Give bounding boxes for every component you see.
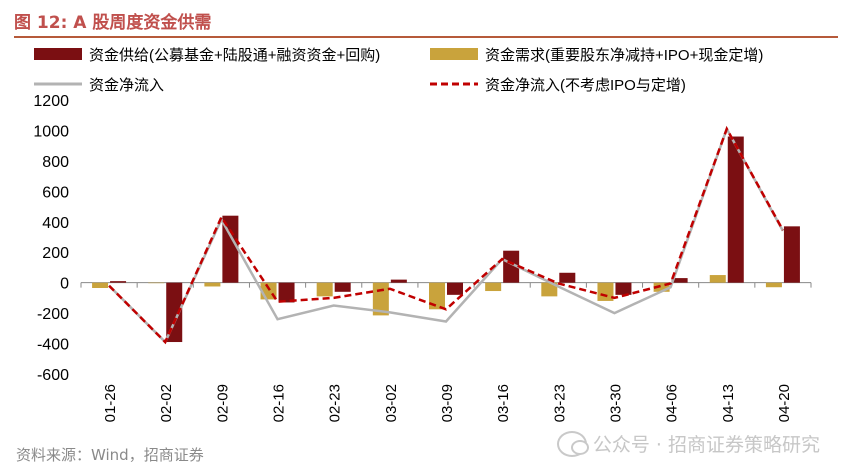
legend-label: 资金需求(重要股东净减持+IPO+现金定增): [485, 47, 763, 64]
demand-bar: [316, 282, 333, 297]
demand-bar: [204, 282, 221, 287]
y-tick-label: 200: [42, 245, 69, 262]
y-tick-label: 1000: [33, 123, 69, 140]
x-tick-label: 03-23: [551, 384, 568, 422]
y-tick-label: 800: [42, 154, 69, 171]
demand-bar: [429, 282, 445, 310]
net-inflow-ex-ipo-line: [108, 125, 785, 345]
demand-bar: [92, 282, 109, 288]
watermark-text: 公众号 · 招商证券策略研究: [592, 434, 820, 456]
supply-bar: [615, 282, 632, 295]
x-tick-label: 03-09: [439, 384, 456, 422]
demand-bar: [653, 282, 670, 292]
supply-bar: [278, 282, 295, 303]
x-tick-label: 02-23: [327, 384, 344, 422]
x-tick-label: 04-06: [664, 384, 681, 422]
legend-swatch: [430, 48, 478, 60]
y-tick-label: -200: [37, 306, 69, 323]
supply-bar: [334, 282, 351, 292]
x-tick-label: 03-16: [495, 384, 512, 422]
x-tick-label: 02-09: [214, 384, 231, 422]
demand-bar: [541, 282, 558, 297]
x-tick-label: 03-02: [383, 384, 400, 422]
supply-bar: [447, 282, 463, 295]
figure-title: 图 12: A 股周度资金供需: [14, 13, 212, 33]
supply-bar: [671, 278, 688, 283]
y-tick-label: 0: [60, 276, 69, 293]
y-tick-label: -600: [37, 367, 69, 384]
x-tick-label: 04-20: [776, 384, 793, 422]
demand-bar: [372, 282, 389, 316]
demand-bar: [709, 275, 726, 283]
supply-bar: [559, 272, 576, 283]
x-tick-label: 02-02: [158, 384, 175, 422]
y-tick-label: 600: [42, 184, 69, 201]
wechat-icon: [556, 430, 589, 457]
supply-bar: [110, 281, 127, 283]
supply-bar: [727, 136, 744, 283]
source-note: 资料来源：Wind，招商证券: [16, 446, 204, 464]
demand-bar: [485, 282, 502, 292]
legend-label: 资金净流入: [89, 77, 164, 94]
supply-bar: [222, 215, 239, 283]
supply-bar: [503, 250, 520, 283]
supply-bar: [783, 226, 800, 283]
supply-bar: [390, 279, 407, 283]
demand-bar: [148, 282, 165, 284]
legend-label: 资金净流入(不考虑IPO与定增): [485, 77, 686, 94]
x-tick-label: 04-13: [720, 384, 737, 422]
x-tick-label: 02-16: [271, 384, 288, 422]
title-rule: [14, 36, 838, 38]
demand-bar: [597, 282, 614, 301]
demand-bar: [765, 282, 782, 288]
y-tick-label: 1200: [33, 93, 69, 110]
y-tick-label: 400: [42, 215, 69, 232]
legend-swatch: [34, 48, 82, 60]
legend-label: 资金供给(公募基金+陆股通+融资资金+回购): [89, 47, 380, 64]
supply-bar: [166, 282, 183, 343]
x-tick-label: 01-26: [102, 384, 119, 422]
y-tick-label: -400: [37, 337, 69, 354]
x-tick-label: 03-30: [607, 384, 624, 422]
watermark: 公众号 · 招商证券策略研究: [556, 430, 820, 457]
